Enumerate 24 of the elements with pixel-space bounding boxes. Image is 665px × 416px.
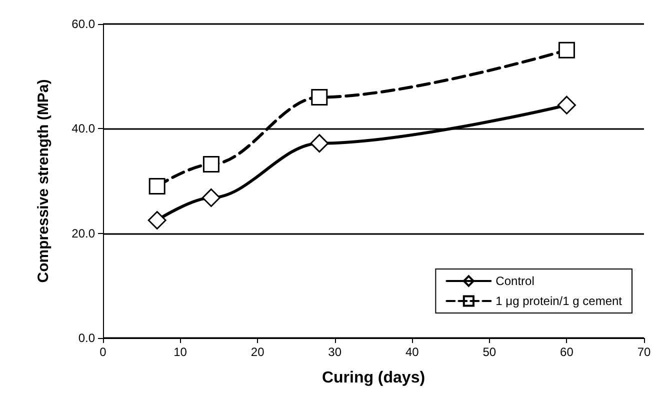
x-tick-label: 0	[100, 345, 107, 359]
point	[202, 156, 220, 173]
point	[557, 96, 576, 114]
x-tick-label: 10	[174, 345, 188, 359]
y-tick-label: 0.0	[78, 331, 96, 345]
x-axis-title: Curing (days)	[322, 370, 426, 386]
x-tick-label: 70	[637, 345, 651, 359]
y-axis-title: Compressive strength (MPa)	[35, 79, 52, 283]
y-tick-label: 40.0	[72, 122, 96, 136]
x-tick-label: 30	[328, 345, 342, 359]
y-tick-label: 60.0	[72, 17, 96, 31]
point	[148, 211, 166, 230]
x-tick-label: 20	[250, 345, 265, 359]
point	[202, 188, 220, 207]
y-tick-label: 20.0	[72, 226, 96, 240]
point	[148, 178, 166, 194]
x-tick-label: 60	[560, 345, 574, 359]
x-tick-label: 50	[482, 345, 496, 359]
point	[558, 42, 575, 58]
point	[310, 134, 329, 153]
x-tick-label: 40	[405, 345, 420, 359]
point	[311, 89, 328, 106]
legend-label: 1 μg protein/1 g cement	[496, 294, 623, 308]
legend-label: Control	[496, 274, 534, 288]
